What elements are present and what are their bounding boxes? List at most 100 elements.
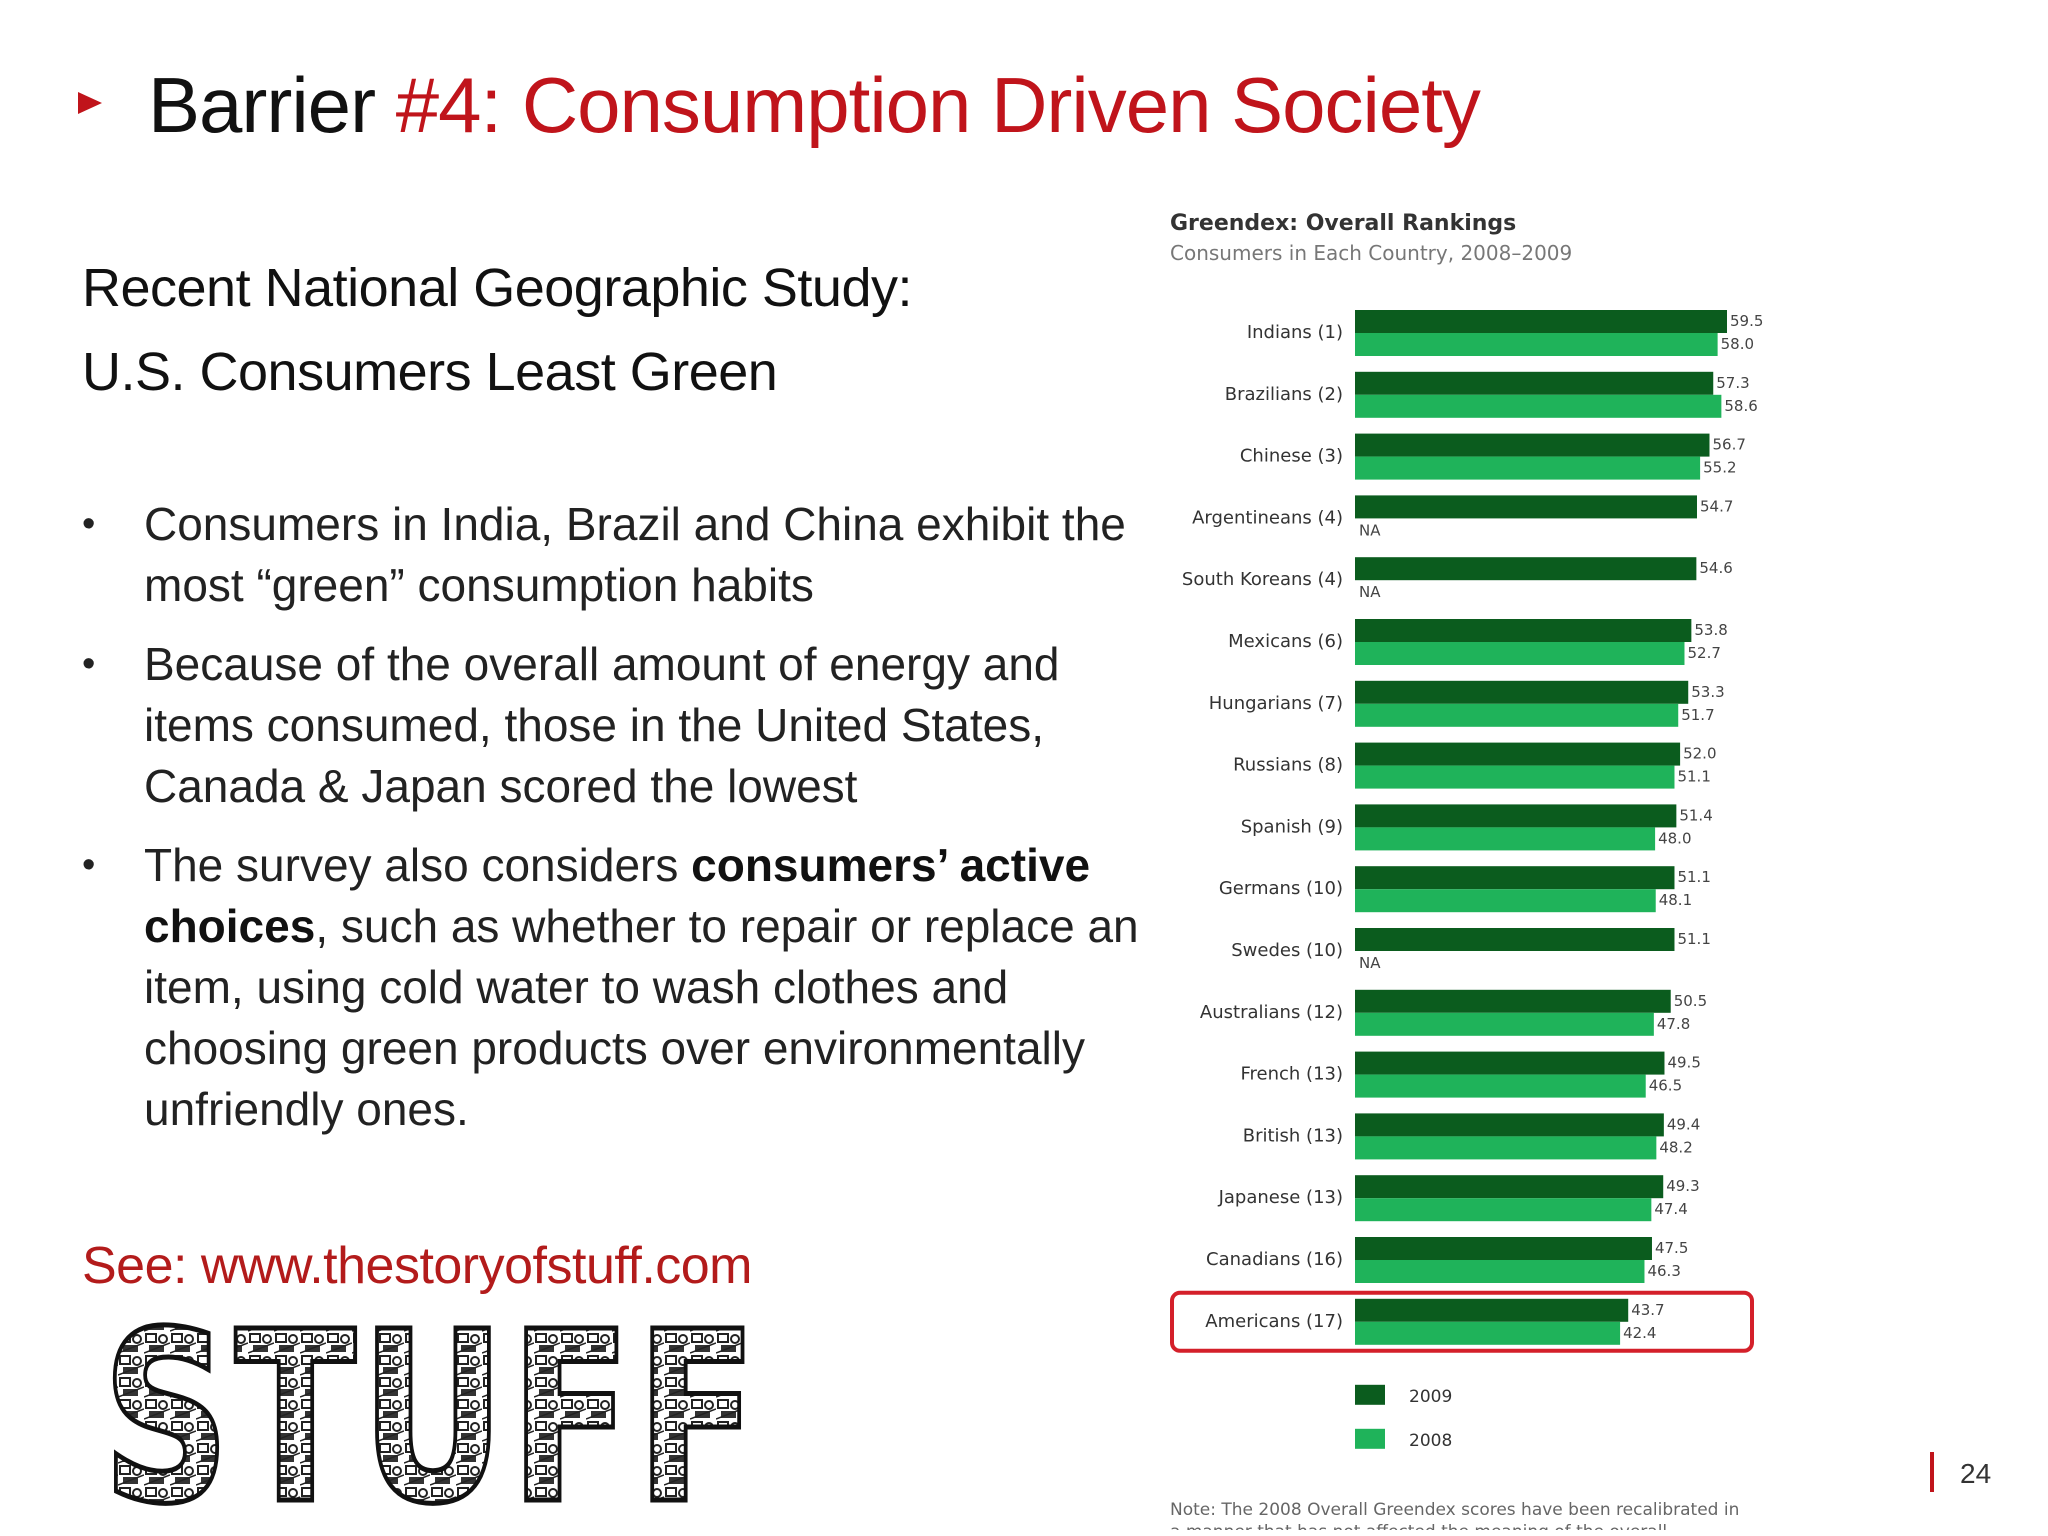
bar-2009 bbox=[1355, 495, 1697, 519]
bar-value-label: 48.2 bbox=[1659, 1138, 1692, 1156]
bar-value-label: 51.1 bbox=[1677, 768, 1710, 786]
legend-label: 2008 bbox=[1409, 1431, 1452, 1451]
bar-value-label: 51.1 bbox=[1677, 930, 1710, 948]
bullet-dot: • bbox=[82, 503, 96, 545]
title-red-part: #4: Consumption Driven Society bbox=[395, 61, 1481, 149]
bar-2009 bbox=[1355, 742, 1681, 766]
bar-2008 bbox=[1355, 394, 1722, 418]
bar-2009 bbox=[1355, 928, 1675, 951]
bar-2009 bbox=[1355, 804, 1677, 828]
category-label: Americans (17) bbox=[1205, 1311, 1343, 1332]
highlight-box bbox=[1170, 1290, 1754, 1353]
bar-2008 bbox=[1355, 1260, 1645, 1283]
category-label: Brazilians (2) bbox=[1225, 384, 1343, 405]
bar-2008 bbox=[1355, 333, 1718, 356]
bullet-text-1: Consumers in India, Brazil and China exh… bbox=[144, 498, 1126, 611]
page-number-divider bbox=[1930, 1452, 1934, 1492]
bullet-text-3-bold: consumers’ active choices bbox=[144, 839, 1091, 952]
bar-value-label: 54.6 bbox=[1699, 559, 1732, 577]
slide-title: Barrier #4: Consumption Driven Society bbox=[148, 60, 1481, 151]
bar-2009 bbox=[1355, 1051, 1665, 1075]
bullet-item: • The survey also considers consumers’ ac… bbox=[82, 835, 1142, 1140]
chart-note-line: a manner that has not affected the meani… bbox=[1170, 1522, 1667, 1530]
na-label: NA bbox=[1359, 954, 1381, 972]
chart-title: Greendex: Overall Rankings bbox=[1170, 211, 1516, 236]
chart-note: Note: The 2008 Overall Greendex scores h… bbox=[1170, 1500, 1739, 1530]
bar-2009 bbox=[1355, 1237, 1652, 1260]
legend-label: 2009 bbox=[1409, 1387, 1452, 1407]
bar-value-label: 57.3 bbox=[1716, 374, 1749, 392]
title-black-part: Barrier bbox=[148, 61, 376, 149]
bullet-dot: • bbox=[82, 643, 96, 685]
chart-note-line: Note: The 2008 Overall Greendex scores h… bbox=[1170, 1500, 1739, 1520]
category-label: Germans (10) bbox=[1219, 878, 1343, 899]
bar-2009 bbox=[1355, 371, 1714, 395]
category-label: French (13) bbox=[1240, 1064, 1343, 1085]
page-number: 24 bbox=[1960, 1458, 1992, 1489]
bar-2008 bbox=[1355, 827, 1656, 851]
bar-value-label: 47.5 bbox=[1655, 1239, 1688, 1257]
category-label: Russians (8) bbox=[1233, 755, 1343, 776]
legend-swatch-2009 bbox=[1355, 1384, 1385, 1405]
stuff-logo-art: STUFF bbox=[102, 1310, 762, 1510]
see-link[interactable]: See: www.thestoryofstuff.com bbox=[82, 1237, 753, 1295]
bar-2008 bbox=[1355, 1136, 1657, 1160]
category-label: Indians (1) bbox=[1247, 322, 1343, 343]
subtitle-line-2: U.S. Consumers Least Green bbox=[82, 342, 778, 402]
bar-2008 bbox=[1355, 1012, 1654, 1036]
category-label: Swedes (10) bbox=[1231, 940, 1343, 961]
bar-2009 bbox=[1355, 433, 1710, 457]
subtitle-line-1: Recent National Geographic Study: bbox=[82, 258, 913, 318]
na-label: NA bbox=[1359, 521, 1381, 539]
title-arrow-icon bbox=[78, 92, 102, 114]
bar-2009 bbox=[1355, 557, 1697, 581]
bar-value-label: 53.3 bbox=[1691, 683, 1724, 701]
category-label: Hungarians (7) bbox=[1209, 693, 1343, 714]
bar-value-label: 47.4 bbox=[1654, 1200, 1687, 1218]
bar-value-label: 47.8 bbox=[1657, 1015, 1690, 1033]
bar-2009 bbox=[1355, 1113, 1664, 1137]
bar-value-label: 48.1 bbox=[1659, 891, 1692, 909]
bar-value-label: 53.8 bbox=[1694, 621, 1727, 639]
bar-2009 bbox=[1355, 680, 1689, 704]
bar-value-label: 43.7 bbox=[1631, 1301, 1664, 1319]
bar-value-label: 42.4 bbox=[1623, 1324, 1656, 1342]
bar-2009 bbox=[1355, 310, 1727, 333]
greendex-chart: Greendex: Overall Rankings Consumers in … bbox=[1170, 211, 1763, 1530]
stuff-logo: STUFF bbox=[100, 1310, 762, 1510]
category-label: British (13) bbox=[1243, 1125, 1343, 1146]
bar-value-label: 52.7 bbox=[1687, 644, 1720, 662]
bullet-dot: • bbox=[82, 844, 96, 886]
bar-2008 bbox=[1355, 456, 1701, 480]
chart-legend: 2009 2008 bbox=[1355, 1384, 1452, 1451]
bar-value-label: 51.1 bbox=[1677, 868, 1710, 886]
bar-value-label: 51.4 bbox=[1679, 806, 1712, 824]
bar-2008 bbox=[1355, 703, 1679, 727]
bar-value-label: 49.3 bbox=[1666, 1177, 1699, 1195]
bar-2009 bbox=[1355, 619, 1692, 642]
bar-2009 bbox=[1355, 1298, 1629, 1322]
category-label: South Koreans (4) bbox=[1182, 569, 1343, 590]
bar-2009 bbox=[1355, 866, 1675, 890]
bar-2008 bbox=[1355, 642, 1685, 665]
bar-value-label: 58.6 bbox=[1724, 397, 1757, 415]
bullet-item: • Because of the overall amount of energy… bbox=[82, 634, 1142, 817]
bar-2009 bbox=[1355, 989, 1671, 1013]
bar-value-label: 58.0 bbox=[1721, 335, 1754, 353]
bar-value-label: 49.4 bbox=[1667, 1115, 1700, 1133]
bar-value-label: 50.5 bbox=[1674, 992, 1707, 1010]
category-label: Argentineans (4) bbox=[1192, 507, 1343, 528]
bar-value-label: 59.5 bbox=[1730, 312, 1763, 330]
category-label: Chinese (3) bbox=[1240, 446, 1343, 467]
bar-2008 bbox=[1355, 765, 1675, 789]
bullet-text-2: Because of the overall amount of energy … bbox=[144, 638, 1060, 812]
bar-value-label: 52.0 bbox=[1683, 745, 1716, 763]
bar-2008 bbox=[1355, 1321, 1621, 1345]
bar-value-label: 46.3 bbox=[1647, 1262, 1680, 1280]
bullet-item: • Consumers in India, Brazil and China ex… bbox=[82, 494, 1142, 616]
bar-value-label: 55.2 bbox=[1703, 459, 1736, 477]
bar-value-label: 48.0 bbox=[1658, 829, 1691, 847]
category-label: Canadians (16) bbox=[1206, 1249, 1343, 1270]
bar-2008 bbox=[1355, 1198, 1652, 1222]
category-label: Australians (12) bbox=[1200, 1002, 1343, 1023]
